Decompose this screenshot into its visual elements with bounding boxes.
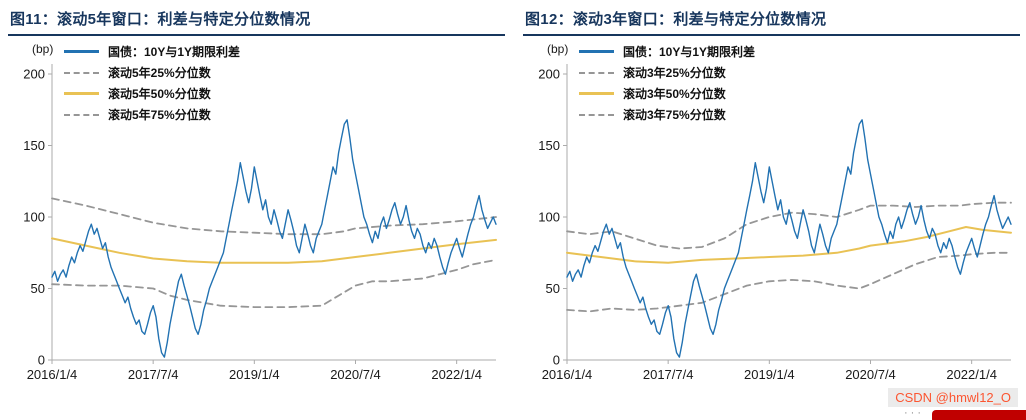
x-tick-label: 2017/7/4 xyxy=(643,367,694,382)
y-tick-label: 150 xyxy=(538,138,560,153)
red-banner xyxy=(932,410,1026,420)
legend-item: 滚动5年75%分位数 xyxy=(64,107,240,122)
solid-line-swatch xyxy=(64,92,99,95)
x-tick-label: 2019/1/4 xyxy=(744,367,795,382)
series-p75 xyxy=(51,197,497,236)
x-tick-label: 2017/7/4 xyxy=(128,367,179,382)
chart-panel-right: 图12：滚动3年窗口：利差与特定分位数情况 (bp) 0 50 100 150 200 2… xyxy=(523,6,1020,390)
chart-legend: 国债：10Y与1Y期限利差 滚动3年25%分位数 滚动3年50%分位数 滚动3年75%… xyxy=(579,44,755,122)
series-p50 xyxy=(51,237,497,264)
legend-label: 滚动3年50%分位数 xyxy=(623,87,726,101)
dashed-line-swatch xyxy=(64,71,99,74)
legend-item: 滚动5年25%分位数 xyxy=(64,65,240,80)
line-chart: 0 50 100 150 200 2016/1/4 2017/7/4 2019/1/4 2020… xyxy=(23,64,497,382)
chart-area: (bp) 0 50 100 150 200 2016/1/4 2017/7/4 2019/1/… xyxy=(8,38,505,390)
y-tick-label: 200 xyxy=(23,67,45,82)
dots-icon: ··· xyxy=(904,407,924,419)
legend-item: 滚动5年50%分位数 xyxy=(64,86,240,101)
series-p50 xyxy=(566,226,1012,264)
y-tick-label: 150 xyxy=(23,138,45,153)
series-spread xyxy=(51,119,497,358)
line-chart: 0 50 100 150 200 2016/1/4 2017/7/4 2019/1/4 2020… xyxy=(538,64,1012,382)
legend-item: 滚动3年75%分位数 xyxy=(579,107,755,122)
solid-line-swatch xyxy=(579,92,614,95)
legend-label: 滚动3年75%分位数 xyxy=(623,108,726,122)
x-tick-label: 2016/1/4 xyxy=(27,367,78,382)
solid-line-swatch xyxy=(64,50,99,53)
y-axis-unit-label: (bp) xyxy=(32,42,54,56)
y-axis-unit-label: (bp) xyxy=(547,42,569,56)
series-spread xyxy=(566,119,1012,358)
x-tick-label: 2020/7/4 xyxy=(845,367,896,382)
y-tick-label: 50 xyxy=(546,281,560,296)
series-p25 xyxy=(51,258,497,309)
dashed-line-swatch xyxy=(64,113,99,116)
legend-label: 国债：10Y与1Y期限利差 xyxy=(108,45,241,59)
watermark-text: CSDN @hmwl12_O xyxy=(895,390,1011,405)
y-tick-label: 50 xyxy=(31,281,45,296)
y-tick-label: 200 xyxy=(538,67,560,82)
chart-title: 图12：滚动3年窗口：利差与特定分位数情况 xyxy=(523,6,1020,36)
legend-label: 国债：10Y与1Y期限利差 xyxy=(623,45,756,59)
x-tick-label: 2020/7/4 xyxy=(330,367,381,382)
charts-row: 图11：滚动5年窗口：利差与特定分位数情况 (bp) 0 50 100 150 200 2… xyxy=(8,6,1020,390)
dashed-line-swatch xyxy=(579,71,614,74)
legend-item: 滚动3年50%分位数 xyxy=(579,86,755,101)
chart-title: 图11：滚动5年窗口：利差与特定分位数情况 xyxy=(8,6,505,36)
chart-legend: 国债：10Y与1Y期限利差 滚动5年25%分位数 滚动5年50%分位数 滚动5年75%… xyxy=(64,44,240,122)
solid-line-swatch xyxy=(579,50,614,53)
y-tick-label: 0 xyxy=(38,353,45,368)
legend-item: 滚动3年25%分位数 xyxy=(579,65,755,80)
legend-label: 滚动5年25%分位数 xyxy=(108,66,211,80)
y-tick-label: 0 xyxy=(553,353,560,368)
legend-label: 滚动3年25%分位数 xyxy=(623,66,726,80)
legend-label: 滚动5年75%分位数 xyxy=(108,108,211,122)
csdn-watermark: CSDN @hmwl12_O xyxy=(888,388,1018,407)
x-tick-label: 2019/1/4 xyxy=(229,367,280,382)
chart-area: (bp) 0 50 100 150 200 2016/1/4 2017/7/4 2019/1/… xyxy=(523,38,1020,390)
legend-label: 滚动5年50%分位数 xyxy=(108,87,211,101)
y-tick-label: 100 xyxy=(23,210,45,225)
chart-panel-left: 图11：滚动5年窗口：利差与特定分位数情况 (bp) 0 50 100 150 200 2… xyxy=(8,6,505,390)
legend-item: 国债：10Y与1Y期限利差 xyxy=(64,44,240,59)
x-tick-label: 2022/1/4 xyxy=(431,367,482,382)
x-tick-label: 2016/1/4 xyxy=(542,367,593,382)
x-tick-label: 2022/1/4 xyxy=(946,367,997,382)
dashed-line-swatch xyxy=(579,113,614,116)
legend-item: 国债：10Y与1Y期限利差 xyxy=(579,44,755,59)
y-tick-label: 100 xyxy=(538,210,560,225)
